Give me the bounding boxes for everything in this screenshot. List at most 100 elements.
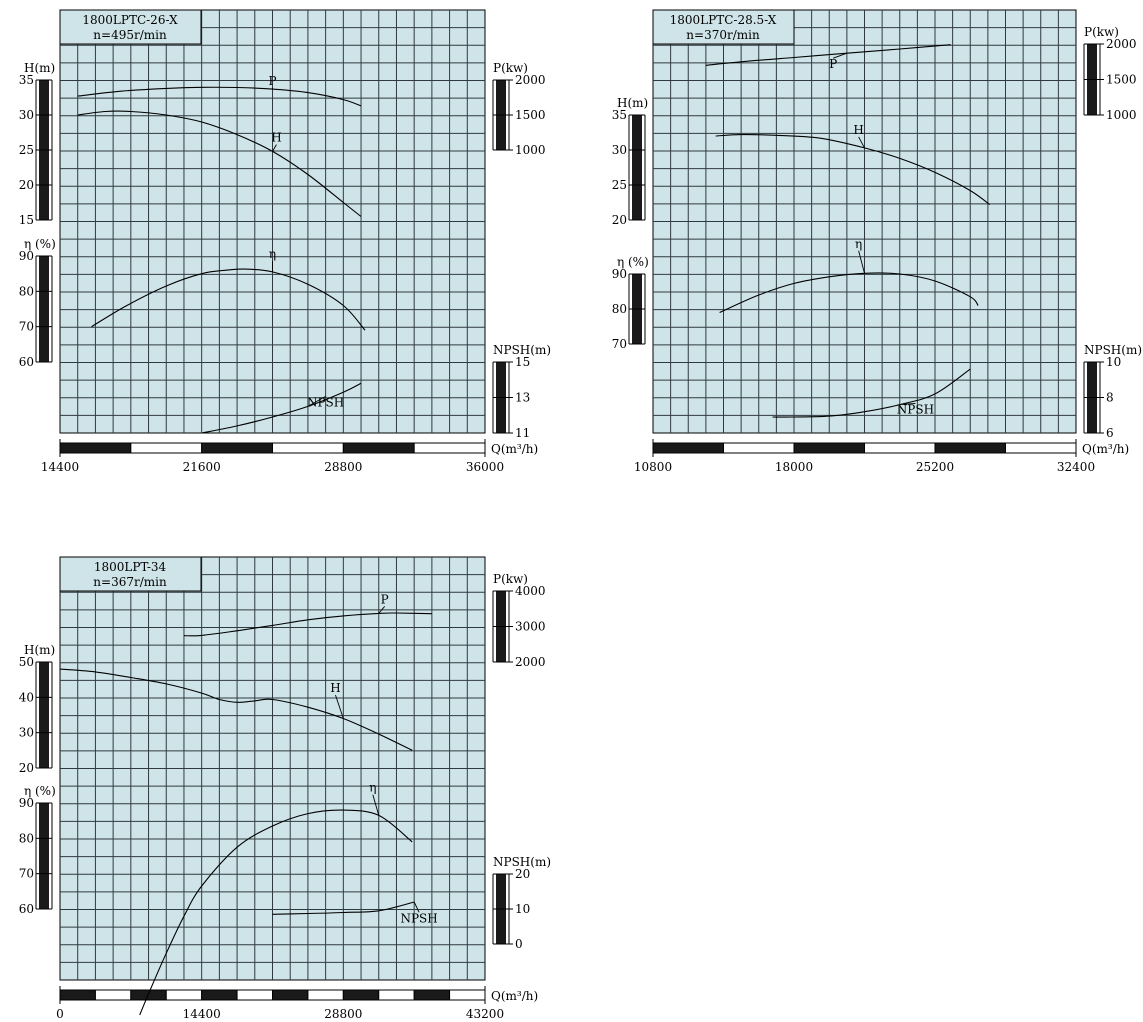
axis-q-tick-label: 18000 xyxy=(775,460,813,474)
axis-label-eta: η (%) xyxy=(617,255,649,269)
axis-q-bar-light xyxy=(413,442,486,454)
series-leader-npsh xyxy=(307,395,326,407)
axis-q-bar-dark xyxy=(342,989,380,1001)
axis-q-bar-light xyxy=(272,442,344,454)
series-line-eta xyxy=(91,268,366,331)
axis-tick-label: 1500 xyxy=(515,108,546,122)
axis-tick-label: 30 xyxy=(612,143,627,157)
axis-q-bar-dark xyxy=(59,442,132,454)
axis-tick-label: 11 xyxy=(515,426,530,440)
title-box-bg xyxy=(59,556,202,592)
series-line-npsh xyxy=(272,901,415,915)
axis-q-tick-label: 28800 xyxy=(324,1007,362,1021)
axis-tick-label: 70 xyxy=(19,320,34,334)
axis-q: Q(m³/h) 14400 21600 28800 36000 xyxy=(41,439,538,474)
axis-q-bar-dark xyxy=(934,442,1006,454)
series-line-p xyxy=(183,612,432,637)
axis-tick-label: 35 xyxy=(612,108,627,122)
axis-q-tick-label: 36000 xyxy=(466,460,504,474)
axis-tick-label: 70 xyxy=(612,337,627,351)
axis-npsh: NPSH(m) 11 13 15 xyxy=(492,343,551,440)
axis-tick-label: 15 xyxy=(515,355,530,369)
axis-tick-label: 0 xyxy=(515,937,523,951)
series-label-npsh: NPSH xyxy=(400,911,437,925)
axis-tick-label: 2000 xyxy=(515,73,546,87)
axis-q-bar-light xyxy=(1005,442,1077,454)
axis-p: P(kw) 1000 1500 2000 xyxy=(1083,25,1137,122)
axis-bar-eta xyxy=(39,256,49,362)
axis-q-tick-label: 43200 xyxy=(466,1007,504,1021)
axis-tick-label: 13 xyxy=(515,391,530,405)
axis-q-tick-label: 21600 xyxy=(183,460,221,474)
axis-p: P(kw) 2000 3000 4000 xyxy=(492,572,546,669)
axis-p: P(kw) 1000 1500 2000 xyxy=(492,61,546,157)
chart-1800lptc-28-5-x: 1800LPTC-28.5-Xn=370r/min H(m) 20 25 30 35 η (… xyxy=(612,9,1142,474)
axis-label-npsh: NPSH(m) xyxy=(1084,343,1142,357)
series-line-eta xyxy=(139,809,413,1016)
axis-q-bar-light xyxy=(449,989,486,1001)
series-line-h xyxy=(77,110,362,217)
axis-tick-label: 1500 xyxy=(1106,73,1137,87)
series-line-p xyxy=(705,44,951,66)
chart-subtitle: n=367r/min xyxy=(93,575,167,589)
grid xyxy=(653,10,1076,433)
axis-npsh: NPSH(m) 0 10 20 xyxy=(492,855,551,951)
chart-title: 1800LPTC-26-X xyxy=(82,13,178,27)
axis-q-bar-dark xyxy=(793,442,865,454)
axis-q-tick-label: 0 xyxy=(56,1007,64,1021)
axis-tick-label: 70 xyxy=(19,867,34,881)
series-label-h: H xyxy=(271,131,281,145)
axis-tick-label: 20 xyxy=(19,178,34,192)
axis-q-bar-light xyxy=(864,442,936,454)
axis-tick-label: 6 xyxy=(1106,426,1114,440)
axis-label-h: H(m) xyxy=(24,61,55,75)
axis-label-eta: η (%) xyxy=(24,784,56,798)
axis-q-bar-light xyxy=(165,989,203,1001)
axis-tick-label: 1000 xyxy=(515,143,546,157)
series-line-npsh xyxy=(201,382,362,434)
axis-q-label: Q(m³/h) xyxy=(491,442,538,456)
axis-label-h: H(m) xyxy=(24,643,55,657)
axis-q-label: Q(m³/h) xyxy=(491,989,538,1003)
axis-bar-h xyxy=(632,115,642,220)
axis-q-label: Q(m³/h) xyxy=(1082,442,1129,456)
series-line-p xyxy=(77,86,362,107)
axis-q-tick-label: 10800 xyxy=(634,460,672,474)
axis-q-tick-label: 25200 xyxy=(916,460,954,474)
axis-q-tick-label: 28800 xyxy=(324,460,362,474)
axis-q-bar-dark xyxy=(342,442,415,454)
axis-eta: η (%) 70 80 90 xyxy=(612,255,649,351)
axis-tick-label: 80 xyxy=(19,284,34,298)
axis-q-bar-dark xyxy=(59,989,96,1001)
axis-tick-label: 20 xyxy=(19,761,34,775)
chart-title: 1800LPT-34 xyxy=(94,560,167,574)
axis-label-eta: η (%) xyxy=(24,237,56,251)
chart-1800lpt-34: 1800LPT-34n=367r/min H(m) 20 30 40 50 η (%) 60 7… xyxy=(19,556,551,1021)
axis-tick-label: 8 xyxy=(1106,391,1114,405)
series-label-p: P xyxy=(829,57,837,71)
axis-tick-label: 60 xyxy=(19,902,34,916)
axis-eta: η (%) 60 70 80 90 xyxy=(19,237,56,369)
axis-q-bar-light xyxy=(130,442,203,454)
series-leader-eta xyxy=(858,250,865,274)
axis-tick-label: 20 xyxy=(515,867,530,881)
series-leader-eta xyxy=(372,794,380,816)
title-box-bg xyxy=(652,9,795,45)
axis-tick-label: 10 xyxy=(515,902,530,916)
series-leader-h xyxy=(858,136,865,149)
series-leader-h xyxy=(335,694,344,719)
title-box: 1800LPTC-26-Xn=495r/min xyxy=(59,9,202,45)
title-box: 1800LPTC-28.5-Xn=370r/min xyxy=(652,9,795,45)
series-label-eta: η xyxy=(855,237,862,251)
axis-q-bar-light xyxy=(236,989,273,1001)
axis-tick-label: 25 xyxy=(19,143,34,157)
axis-label-h: H(m) xyxy=(617,96,648,110)
axis-q-tick-label: 32400 xyxy=(1057,460,1095,474)
axis-q: Q(m³/h) 0 14400 28800 43200 xyxy=(56,986,538,1021)
series-label-eta: η xyxy=(269,247,276,261)
axis-h: H(m) 15 20 25 30 35 xyxy=(19,61,56,227)
axis-tick-label: 2000 xyxy=(1106,37,1137,51)
series-label-p: P xyxy=(381,592,389,606)
axis-q-tick-label: 14400 xyxy=(41,460,79,474)
series-label-h: H xyxy=(330,681,340,695)
